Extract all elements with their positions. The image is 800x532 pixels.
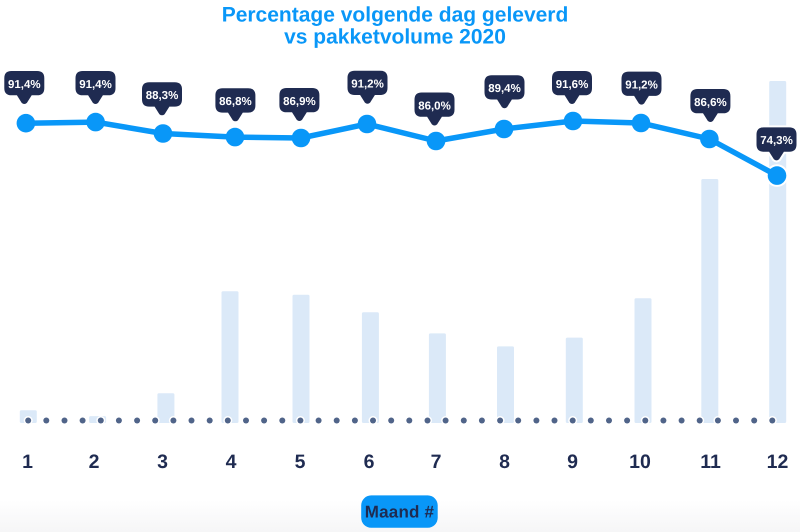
svg-text:91,2%: 91,2%: [625, 79, 658, 91]
svg-text:8: 8: [499, 451, 510, 473]
svg-text:2: 2: [89, 451, 100, 473]
svg-text:Percentage volgende dag geleve: Percentage volgende dag geleverd: [222, 4, 569, 27]
svg-text:5: 5: [295, 451, 306, 473]
svg-text:86,0%: 86,0%: [418, 100, 451, 112]
svg-text:10: 10: [629, 451, 651, 473]
svg-text:91,4%: 91,4%: [79, 79, 112, 91]
svg-text:9: 9: [567, 451, 578, 473]
svg-text:7: 7: [431, 451, 442, 473]
svg-text:86,9%: 86,9%: [283, 96, 316, 108]
svg-text:3: 3: [157, 451, 168, 473]
svg-text:12: 12: [767, 451, 789, 473]
svg-text:91,2%: 91,2%: [351, 79, 384, 91]
svg-text:4: 4: [226, 451, 237, 473]
svg-text:11: 11: [700, 451, 721, 473]
svg-text:86,8%: 86,8%: [219, 96, 252, 108]
svg-text:86,6%: 86,6%: [694, 97, 727, 109]
svg-text:89,4%: 89,4%: [488, 83, 521, 95]
svg-text:6: 6: [364, 451, 375, 473]
svg-text:Maand #: Maand #: [365, 503, 435, 522]
svg-text:91,4%: 91,4%: [8, 79, 41, 91]
svg-text:74,3%: 74,3%: [760, 135, 793, 147]
svg-text:91,6%: 91,6%: [556, 79, 589, 91]
svg-text:1: 1: [22, 451, 33, 473]
svg-text:vs pakketvolume 2020: vs pakketvolume 2020: [284, 25, 506, 48]
svg-text:88,3%: 88,3%: [146, 90, 179, 102]
